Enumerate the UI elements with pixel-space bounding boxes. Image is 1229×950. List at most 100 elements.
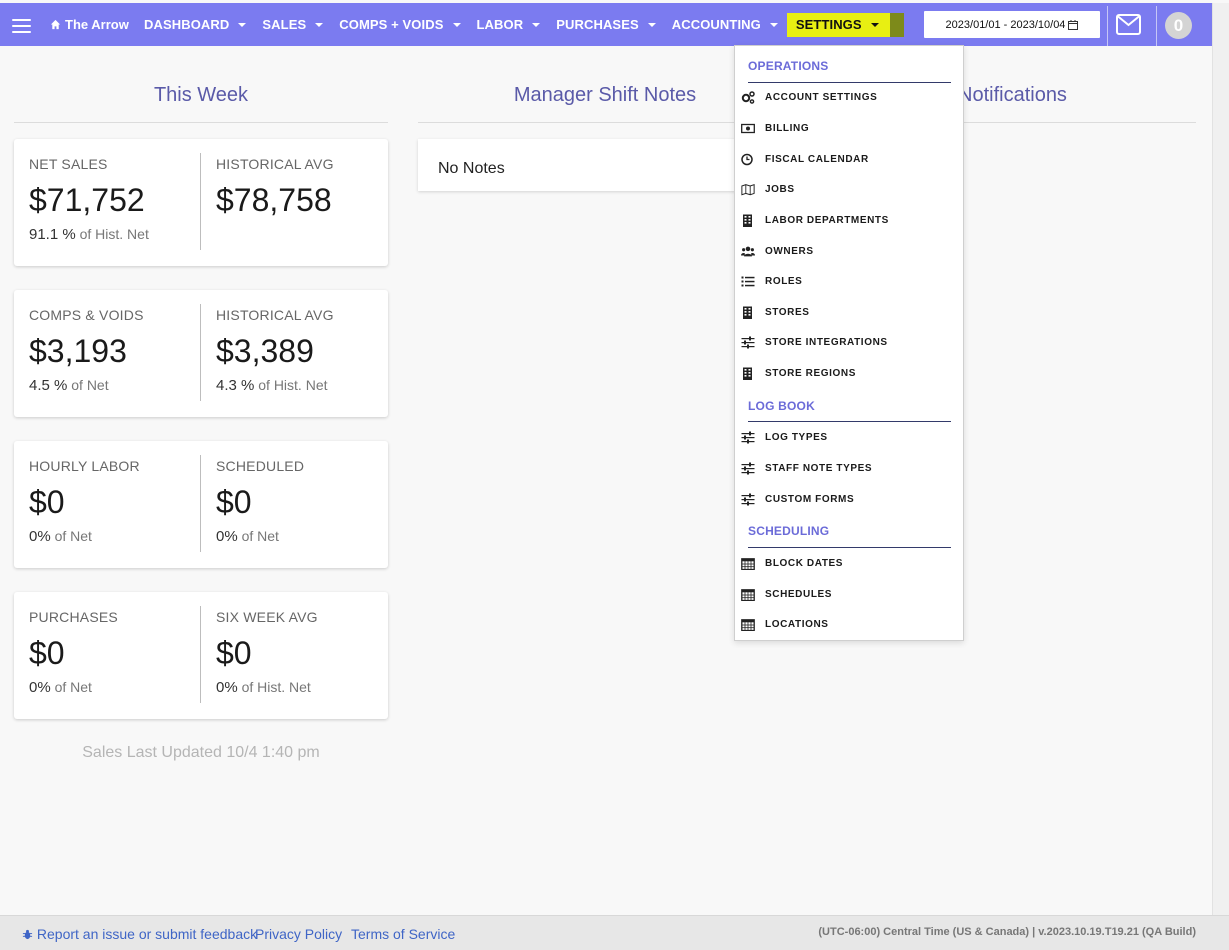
card-pct: 0% xyxy=(29,679,51,696)
building-icon xyxy=(743,306,752,319)
menu-stores[interactable]: STORES xyxy=(741,306,810,319)
envelope-icon[interactable] xyxy=(1116,14,1141,35)
card-label: HISTORICAL AVG xyxy=(216,156,334,172)
top-navbar: The Arrow DASHBOARD SALES COMPS + VOIDS … xyxy=(0,3,1212,46)
card-note: of Hist. Net xyxy=(79,226,149,242)
nav-labor[interactable]: LABOR xyxy=(477,3,541,46)
nav-sales-label: SALES xyxy=(262,17,307,32)
menu-fiscal-calendar[interactable]: FISCAL CALENDAR xyxy=(741,153,869,166)
gears-icon xyxy=(741,91,755,104)
purchases-card: PURCHASES $0 0% of Net SIX WEEK AVG $0 0… xyxy=(14,592,388,719)
sales-updated-text: Sales Last Updated 10/4 1:40 pm xyxy=(82,744,320,761)
shift-notes-card: No Notes xyxy=(418,139,748,191)
menu-label: STORE INTEGRATIONS xyxy=(765,337,888,348)
menu-label: CUSTOM FORMS xyxy=(765,494,855,505)
menu-label: STAFF NOTE TYPES xyxy=(765,463,873,474)
list-icon xyxy=(741,276,755,287)
sliders-icon xyxy=(741,493,755,506)
menu-staff-note-types[interactable]: STAFF NOTE TYPES xyxy=(741,462,872,475)
card-value: $0 xyxy=(29,484,65,520)
comps-voids-card: COMPS & VOIDS $3,193 4.5 % of Net HISTOR… xyxy=(14,290,388,417)
log-book-rule xyxy=(748,421,951,422)
nav-purchases[interactable]: PURCHASES xyxy=(556,3,656,46)
card-pct: 0% xyxy=(216,679,238,696)
menu-log-types[interactable]: LOG TYPES xyxy=(741,431,828,444)
nav-settings[interactable]: SETTINGS xyxy=(786,12,890,37)
clock-icon xyxy=(741,153,753,166)
nav-comps-voids-label: COMPS + VOIDS xyxy=(339,17,444,32)
menu-roles[interactable]: ROLES xyxy=(741,275,802,288)
card-note: of Hist. Net xyxy=(258,377,328,393)
caret-down-icon xyxy=(769,22,778,27)
bug-icon xyxy=(22,929,33,940)
shift-notes-rule xyxy=(418,122,738,123)
nav-divider xyxy=(1107,6,1108,46)
nav-accounting[interactable]: ACCOUNTING xyxy=(672,3,778,46)
menu-block-dates[interactable]: BLOCK DATES xyxy=(741,557,843,570)
menu-jobs[interactable]: JOBS xyxy=(741,183,795,196)
menu-label: SCHEDULES xyxy=(765,589,833,600)
brand-name: The Arrow xyxy=(65,17,129,32)
date-range-picker[interactable]: 2023/01/01 - 2023/10/04 xyxy=(924,11,1100,38)
card-pct: 4.3 % xyxy=(216,377,255,394)
card-note: of Net xyxy=(54,528,92,544)
card-sub: 0% of Net xyxy=(29,528,140,545)
card-sub: 0% of Hist. Net xyxy=(216,679,318,696)
nav-settings-label: SETTINGS xyxy=(795,17,862,32)
card-right: HISTORICAL AVG $78,758 xyxy=(216,156,334,219)
card-label: COMPS & VOIDS xyxy=(29,307,144,323)
menu-locations[interactable]: LOCATIONS xyxy=(741,618,829,631)
scheduling-rule xyxy=(748,547,951,548)
card-value: $3,389 xyxy=(216,333,314,369)
date-range-value: 2023/01/01 - 2023/10/04 xyxy=(945,18,1066,31)
home-icon xyxy=(50,19,61,30)
card-note: of Hist. Net xyxy=(241,679,311,695)
menu-account-settings[interactable]: ACCOUNT SETTINGS xyxy=(741,91,877,104)
nav-settings-highlight xyxy=(889,12,904,37)
terms-of-service-link[interactable]: Terms of Service xyxy=(351,926,456,942)
card-right: SIX WEEK AVG $0 0% of Hist. Net xyxy=(216,609,318,696)
card-sub: 91.1 % of Hist. Net xyxy=(29,226,149,243)
card-divider xyxy=(200,455,201,552)
sliders-icon xyxy=(741,431,755,444)
menu-custom-forms[interactable]: CUSTOM FORMS xyxy=(741,493,854,506)
menu-owners[interactable]: OWNERS xyxy=(741,245,814,258)
money-bill-icon xyxy=(741,123,755,134)
card-pct: 91.1 % xyxy=(29,226,76,243)
building-icon xyxy=(743,214,752,227)
notifications-rule xyxy=(964,122,1196,123)
menu-billing[interactable]: BILLING xyxy=(741,122,809,135)
menu-label: OWNERS xyxy=(765,246,814,257)
card-sub: 0% of Net xyxy=(29,679,118,696)
operations-heading: OPERATIONS xyxy=(748,59,829,73)
menu-icon[interactable] xyxy=(12,19,31,33)
menu-labor-departments[interactable]: LABOR DEPARTMENTS xyxy=(741,214,889,227)
calendar-icon xyxy=(741,619,755,631)
nav-labor-label: LABOR xyxy=(476,17,524,32)
no-notes-text: No Notes xyxy=(438,160,505,177)
card-sub: 0% of Net xyxy=(216,528,304,545)
card-label: SCHEDULED xyxy=(216,458,305,474)
notification-count-badge[interactable]: 0 xyxy=(1165,12,1192,39)
menu-store-integrations[interactable]: STORE INTEGRATIONS xyxy=(741,336,888,349)
caret-down-icon xyxy=(315,22,324,27)
card-value: $0 xyxy=(29,635,65,671)
scheduling-heading: SCHEDULING xyxy=(748,524,830,538)
card-right: SCHEDULED $0 0% of Net xyxy=(216,458,304,545)
card-label: HISTORICAL AVG xyxy=(216,307,334,323)
nav-dashboard[interactable]: DASHBOARD xyxy=(144,3,247,46)
caret-down-icon xyxy=(532,22,541,27)
card-label: SIX WEEK AVG xyxy=(216,609,318,625)
nav-sales[interactable]: SALES xyxy=(262,3,324,46)
privacy-policy-link[interactable]: Privacy Policy xyxy=(255,926,343,942)
nav-comps-voids[interactable]: COMPS + VOIDS xyxy=(339,3,461,46)
card-value: $3,193 xyxy=(29,333,127,369)
page-scrollbar[interactable] xyxy=(1212,3,1229,915)
card-value: $0 xyxy=(216,635,252,671)
brand-link[interactable]: The Arrow xyxy=(50,17,129,32)
report-issue-link[interactable]: Report an issue or submit feedback xyxy=(22,926,257,942)
menu-store-regions[interactable]: STORE REGIONS xyxy=(741,367,856,380)
card-left: COMPS & VOIDS $3,193 4.5 % of Net xyxy=(29,307,144,394)
menu-label: JOBS xyxy=(765,184,795,195)
menu-schedules[interactable]: SCHEDULES xyxy=(741,588,832,601)
